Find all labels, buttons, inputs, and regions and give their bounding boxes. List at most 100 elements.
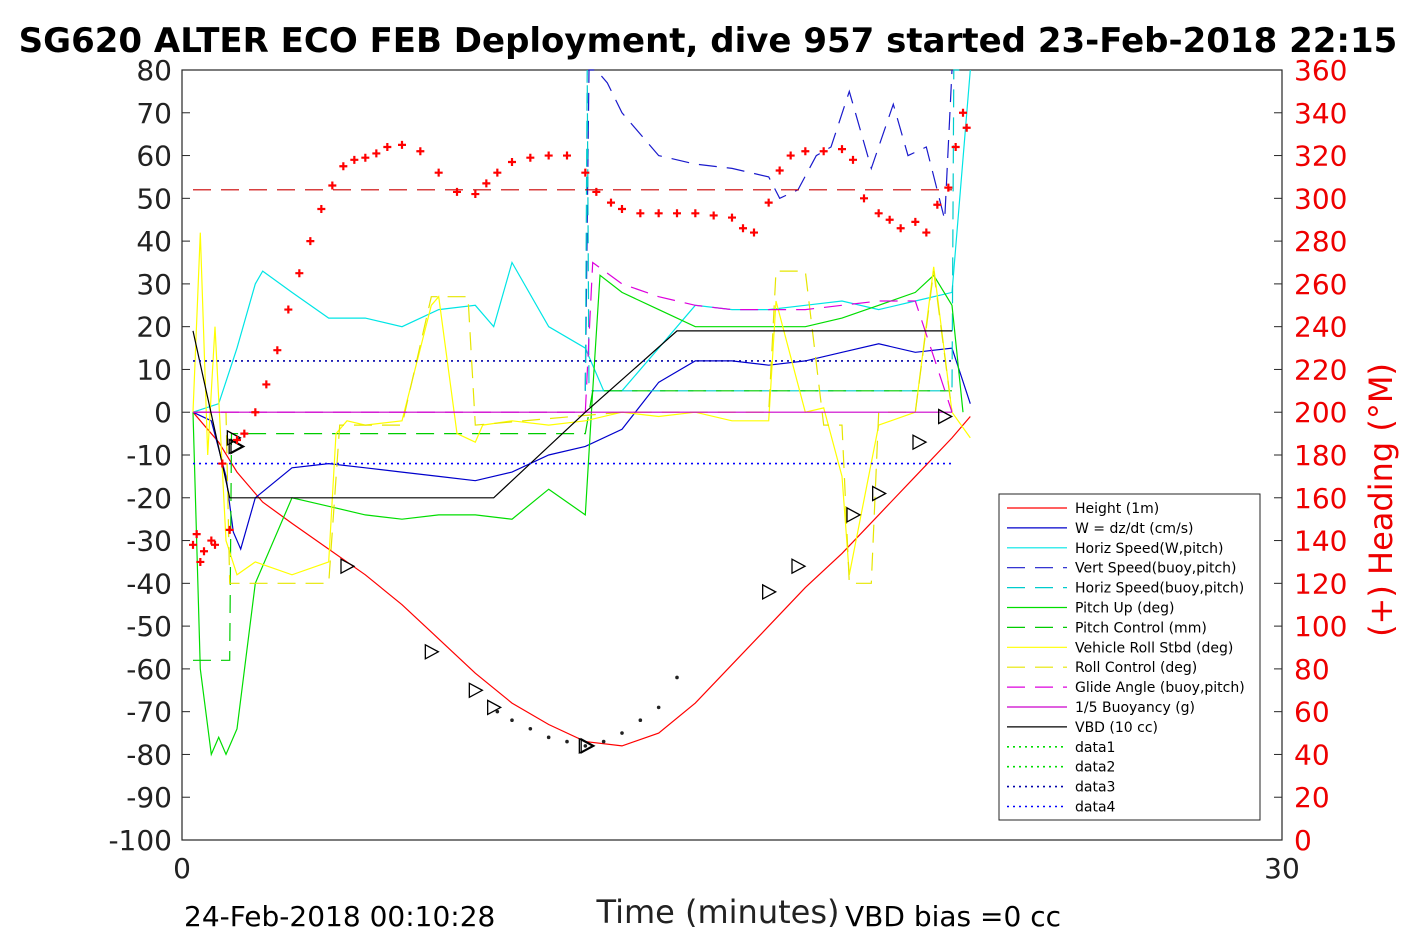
y-tick-label: -90	[126, 781, 172, 814]
dot-marker	[675, 675, 679, 680]
y-tick-label: -80	[126, 738, 172, 771]
y-tick-label: 70	[136, 97, 172, 130]
heading-point	[544, 151, 553, 160]
triangle-marker	[872, 485, 888, 502]
series-line-vert-speed-buoy-pitch	[584, 69, 953, 391]
heading-point	[416, 147, 425, 156]
dot-marker	[546, 735, 551, 740]
heading-point	[922, 228, 931, 237]
triangle-marker	[228, 438, 244, 455]
heading-point	[849, 155, 857, 164]
y-tick-label: -30	[126, 525, 172, 558]
heading-point	[240, 429, 249, 438]
y-tick-label: 0	[154, 396, 172, 429]
y2-tick-label: 340	[1294, 97, 1347, 130]
series-lines	[192, 69, 971, 757]
heading-point	[295, 269, 304, 278]
y-tick-label: 20	[136, 311, 172, 344]
heading-point	[944, 183, 953, 192]
heading-point	[328, 181, 337, 190]
left-y-axis: 80 70 60 50 40 30 20 10 0 -10 -20 -30 -40 -50 -60 -70 -8…	[108, 54, 190, 857]
y-tick-label: 30	[136, 268, 172, 301]
heading-point	[189, 540, 197, 549]
heading-point	[764, 198, 773, 207]
legend-label: Glide Angle (buoy,pitch)	[1075, 680, 1245, 696]
legend-label: Roll Control (deg)	[1075, 660, 1197, 676]
heading-point	[592, 187, 601, 196]
heading-point	[218, 459, 227, 468]
y-tick-label: -40	[126, 567, 172, 600]
y2-tick-label: 100	[1294, 610, 1347, 643]
heading-point	[434, 168, 443, 177]
dot-marker	[565, 739, 569, 744]
heading-point	[885, 215, 894, 224]
dot-marker	[510, 718, 514, 723]
heading-point	[750, 228, 758, 237]
series-line-horiz-speed-w-pitch	[192, 69, 971, 413]
heading-point	[273, 346, 282, 355]
heading-point	[361, 153, 370, 162]
y2-tick-label: 40	[1294, 738, 1330, 771]
heading-point	[372, 149, 381, 158]
triangle-marker	[912, 434, 928, 451]
heading-point	[225, 525, 234, 534]
heading-point	[739, 224, 747, 233]
heading-point	[563, 151, 571, 160]
heading-point	[508, 157, 516, 166]
y2-tick-label: 360	[1294, 54, 1347, 87]
heading-point	[453, 187, 461, 196]
end-timestamp: 24-Feb-2018 00:10:28	[184, 900, 495, 933]
triangle-marker	[580, 737, 596, 754]
heading-point	[251, 408, 260, 417]
y-tick-label: -60	[126, 653, 172, 686]
legend-label: Height (1m)	[1075, 501, 1159, 517]
y2-tick-label: 280	[1294, 225, 1347, 258]
heading-point	[819, 147, 828, 156]
heading-point	[317, 205, 326, 214]
heading-point	[350, 155, 359, 164]
y-tick-label: 60	[136, 140, 172, 173]
heading-point	[673, 209, 681, 218]
y2-tick-label: 320	[1294, 140, 1347, 173]
heading-point	[636, 209, 645, 218]
heading-point	[383, 143, 392, 151]
y-tick-label: 10	[136, 353, 172, 386]
right-axis-label: (+) Heading (°M)	[1362, 363, 1400, 637]
y-tick-label: -70	[126, 696, 172, 729]
heading-points	[189, 108, 971, 566]
y2-tick-label: 140	[1294, 525, 1347, 558]
legend-label: W = dz/dt (cm/s)	[1075, 521, 1194, 537]
right-heading-axis: 3603403203002802602402202001801601401201…	[1274, 54, 1347, 857]
legend-label: Pitch Control (mm)	[1075, 620, 1207, 636]
triangle-marker	[791, 558, 807, 575]
triangle-marker	[487, 699, 503, 716]
dot-marker	[528, 726, 533, 731]
dot-marker	[620, 731, 624, 735]
heading-point	[654, 209, 663, 218]
y-tick-label: -100	[108, 824, 172, 857]
heading-point	[860, 194, 868, 203]
heading-point	[962, 123, 971, 132]
series-line-vbd-10-cc	[192, 330, 952, 499]
heading-point	[482, 179, 491, 188]
heading-point	[339, 162, 348, 171]
heading-point	[728, 213, 736, 222]
dot-marker	[638, 718, 643, 723]
vbd-bias-label: VBD bias =0 cc	[845, 900, 1061, 933]
x-axis-label: Time (minutes)	[596, 893, 840, 931]
heading-point	[471, 190, 480, 199]
y-tick-label: 80	[136, 54, 172, 87]
y-tick-label: -50	[126, 610, 172, 643]
triangle-marker	[762, 583, 778, 600]
y2-tick-label: 120	[1294, 567, 1347, 600]
y2-tick-label: 200	[1294, 396, 1347, 429]
heading-point	[838, 145, 846, 154]
heading-point	[896, 224, 905, 233]
heading-point	[207, 536, 216, 545]
heading-point	[911, 217, 920, 226]
heading-point	[709, 211, 718, 220]
legend-label: data1	[1075, 740, 1115, 756]
y2-tick-label: 240	[1294, 311, 1347, 344]
legend-label: Horiz Speed(W,pitch)	[1075, 541, 1223, 557]
